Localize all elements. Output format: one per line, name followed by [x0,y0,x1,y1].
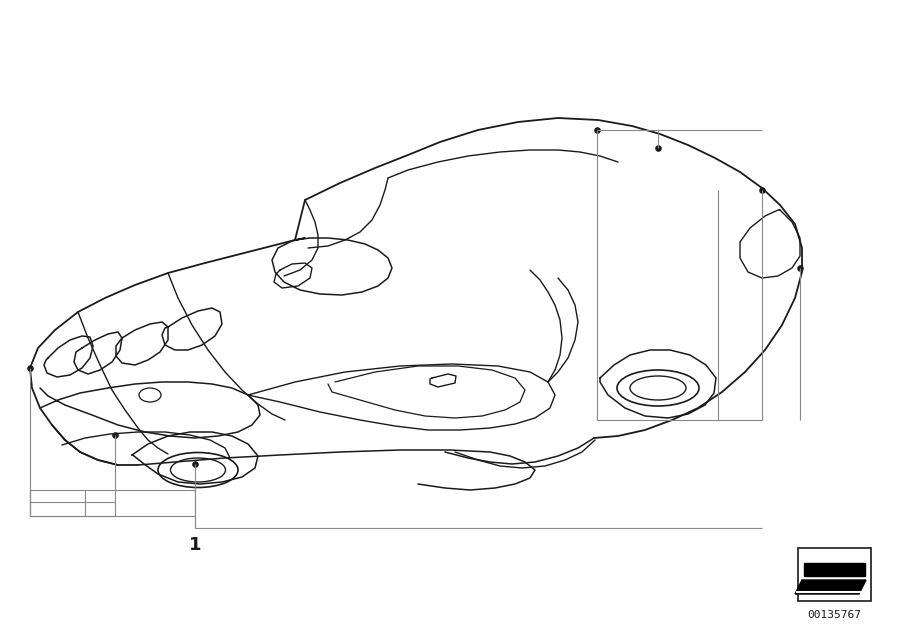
Polygon shape [795,580,866,594]
Bar [798,548,871,601]
Text: 1: 1 [189,536,202,554]
Text: 00135767: 00135767 [807,610,861,620]
Polygon shape [804,563,865,576]
